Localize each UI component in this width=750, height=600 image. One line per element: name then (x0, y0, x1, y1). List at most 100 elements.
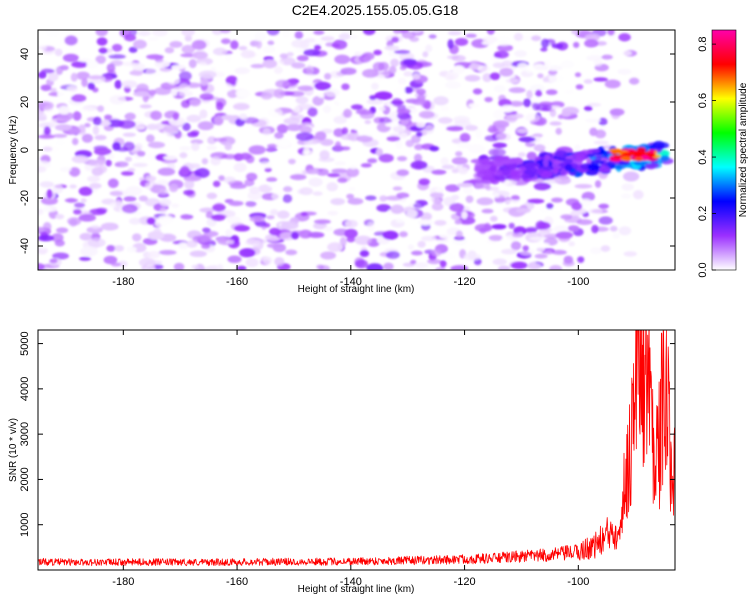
heatmap-cell (367, 158, 378, 164)
heatmap-cell (132, 162, 148, 168)
heatmap-cell (621, 183, 634, 191)
heatmap-cell (271, 192, 283, 201)
heatmap-cell (171, 203, 180, 208)
heatmap-cell (525, 113, 541, 123)
heatmap-cell (94, 134, 107, 141)
heatmap-cell (418, 178, 430, 186)
heatmap-cell (577, 256, 585, 263)
heatmap-cell (392, 186, 403, 191)
heatmap-cell (224, 142, 233, 151)
heatmap-cell (179, 152, 188, 159)
y-tick-label: 40 (19, 48, 31, 60)
heatmap-cell (200, 130, 208, 141)
heatmap-x-ticks: -180 -160 -140 -120 -100 (112, 30, 589, 288)
heatmap-cell (339, 236, 347, 247)
heatmap-cell (105, 153, 116, 159)
heatmap-cell (513, 32, 524, 42)
heatmap-cell (107, 178, 119, 189)
heatmap-cell (544, 249, 554, 255)
heatmap-cell (259, 161, 274, 169)
heatmap-cell (571, 202, 583, 211)
heatmap-cell (527, 198, 545, 204)
heatmap-cell (634, 152, 643, 157)
colorbar-scale (711, 29, 737, 271)
heatmap-cell (323, 73, 332, 80)
heatmap-cell (510, 168, 522, 177)
heatmap-cell (125, 186, 142, 196)
heatmap-cell (517, 152, 526, 158)
heatmap-cell (283, 117, 301, 125)
heatmap-cell (391, 97, 403, 107)
x-tick-label: -120 (454, 276, 476, 288)
heatmap-cell (396, 108, 411, 115)
heatmap-cell (285, 124, 303, 132)
heatmap-cell (598, 216, 613, 225)
heatmap-cell (124, 112, 136, 121)
heatmap-cell (178, 83, 191, 91)
heatmap-cell (303, 68, 313, 75)
heatmap-cell (341, 127, 349, 135)
heatmap-cell (499, 67, 514, 77)
heatmap-cell (474, 162, 484, 171)
heatmap-cell (467, 144, 485, 154)
heatmap-cell (576, 219, 593, 225)
heatmap-cell (331, 168, 348, 174)
heatmap-cell (511, 232, 524, 238)
heatmap-cell (407, 244, 414, 250)
heatmap-cell (492, 258, 507, 266)
heatmap-cell (362, 30, 376, 36)
heatmap-cell (571, 215, 580, 221)
heatmap-cell (507, 162, 517, 171)
heatmap-cell (92, 125, 100, 136)
x-tick-label: -140 (340, 576, 362, 588)
heatmap-cell (339, 146, 351, 151)
heatmap-cell (147, 36, 160, 41)
heatmap-cell (290, 231, 300, 240)
heatmap-cell (490, 215, 498, 222)
heatmap-cell (146, 152, 158, 161)
heatmap-cell (542, 76, 550, 83)
heatmap-cell (561, 111, 571, 117)
heatmap-cell (378, 106, 386, 112)
heatmap-cell (549, 121, 562, 126)
heatmap-cell (447, 175, 466, 182)
heatmap-cell (184, 34, 193, 42)
heatmap-cell (313, 44, 322, 51)
heatmap-cell (81, 78, 88, 88)
heatmap-cell (573, 41, 580, 48)
heatmap-cell (492, 109, 506, 120)
heatmap-cell (508, 222, 515, 229)
heatmap-cell (69, 218, 78, 227)
heatmap-cell (250, 63, 265, 69)
heatmap-cell (434, 219, 447, 226)
heatmap-cell (233, 162, 247, 173)
heatmap-cell (192, 51, 208, 60)
heatmap-cell (201, 158, 209, 165)
heatmap-cell (600, 245, 611, 252)
heatmap-cell (171, 89, 178, 97)
heatmap-cell (395, 217, 406, 224)
heatmap-cell (593, 59, 603, 67)
heatmap-cell (531, 96, 541, 104)
heatmap-cell (551, 249, 567, 255)
heatmap-cell (579, 199, 592, 207)
heatmap-cell (451, 156, 468, 165)
heatmap-cell (523, 166, 538, 175)
heatmap-cell (567, 225, 580, 232)
heatmap-cell (267, 107, 283, 118)
heatmap-cell (416, 88, 426, 96)
heatmap-cell (157, 167, 176, 176)
heatmap-cell (327, 242, 344, 252)
heatmap-cell (636, 147, 646, 154)
heatmap-cell (435, 266, 446, 270)
heatmap-cell (187, 208, 196, 215)
heatmap-cell (444, 73, 455, 81)
heatmap-cell (552, 167, 560, 175)
heatmap-cell (399, 132, 408, 139)
heatmap-cell (516, 128, 529, 134)
heatmap-cell (279, 53, 289, 59)
heatmap-cell (349, 165, 358, 170)
heatmap-cell (47, 72, 59, 82)
heatmap-cell (632, 190, 644, 200)
